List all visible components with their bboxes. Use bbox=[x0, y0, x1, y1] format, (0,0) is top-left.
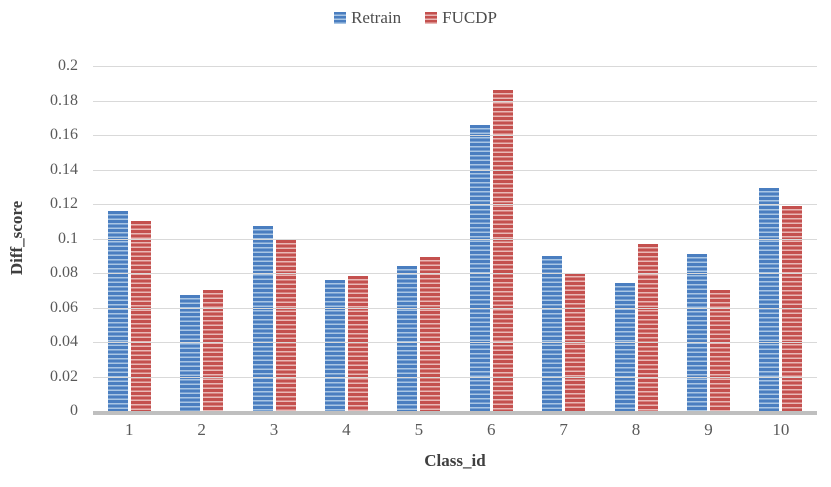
y-axis-tick-label: 0.04 bbox=[50, 333, 78, 350]
y-axis-labels: 0.2 0.18 0.16 0.14 0.12 0.1 0.08 0.06 0.04 0.02 0 bbox=[0, 57, 86, 419]
x-axis-category-label: 2 bbox=[197, 420, 206, 439]
bar-fucdp bbox=[347, 276, 368, 411]
bar-retrain bbox=[686, 254, 707, 411]
legend-item-retrain: Retrain bbox=[334, 8, 401, 28]
bar-fucdp bbox=[492, 90, 513, 411]
x-axis-category-label: 4 bbox=[342, 420, 351, 439]
y-axis-tick-label: 0.14 bbox=[50, 160, 78, 178]
bar-group bbox=[672, 66, 744, 411]
legend-label-fucdp: FUCDP bbox=[442, 8, 497, 27]
plot-area bbox=[93, 66, 817, 415]
gridline bbox=[93, 66, 817, 67]
y-axis-tick-label: 0.2 bbox=[58, 57, 78, 74]
bar-retrain bbox=[397, 266, 418, 411]
bar-retrain bbox=[759, 188, 780, 411]
x-axis-labels: 1 2 3 4 5 6 7 8 9 10 bbox=[93, 420, 817, 440]
gridline bbox=[93, 307, 817, 309]
legend-swatch-fucdp-icon bbox=[425, 12, 438, 24]
y-axis-tick-label: 0.02 bbox=[50, 367, 78, 385]
x-axis-category-label: 1 bbox=[124, 420, 134, 439]
bar-group bbox=[165, 66, 237, 411]
y-axis-tick-label: 0.06 bbox=[50, 298, 78, 316]
y-axis-tick-label: 0.1 bbox=[58, 229, 78, 247]
bar-group bbox=[745, 66, 817, 411]
x-axis-category-label: 3 bbox=[269, 420, 279, 439]
legend: Retrain FUCDP bbox=[0, 8, 831, 28]
bar-group bbox=[383, 66, 455, 411]
x-axis-category-label: 7 bbox=[559, 420, 568, 439]
bar-fucdp bbox=[203, 290, 224, 411]
gridline bbox=[93, 376, 817, 378]
x-axis-category-label: 9 bbox=[704, 420, 713, 439]
y-axis-tick-label: 0.18 bbox=[50, 91, 78, 109]
bar-fucdp bbox=[709, 290, 730, 411]
bar-retrain bbox=[469, 124, 490, 411]
bar-fucdp bbox=[130, 221, 151, 411]
y-axis-tick-label: 0.12 bbox=[50, 195, 78, 212]
bar-fucdp bbox=[275, 240, 296, 411]
bar-group bbox=[600, 66, 672, 411]
x-axis-category-label: 10 bbox=[772, 420, 790, 439]
bar-retrain bbox=[542, 255, 563, 411]
x-axis-title: Class_id bbox=[424, 451, 486, 470]
gridline bbox=[93, 273, 817, 274]
gridline bbox=[93, 169, 817, 171]
bar-fucdp bbox=[637, 243, 658, 411]
bar-retrain bbox=[324, 279, 345, 411]
x-axis-category-label: 6 bbox=[486, 420, 496, 439]
bar-retrain bbox=[252, 226, 273, 411]
gridline bbox=[93, 342, 817, 343]
gridline bbox=[93, 100, 817, 102]
bar-fucdp bbox=[420, 257, 441, 411]
gridline bbox=[93, 135, 817, 136]
y-axis-tick-label: 0.16 bbox=[50, 126, 78, 143]
x-axis-category-label: 8 bbox=[631, 420, 641, 439]
gridline bbox=[93, 238, 817, 240]
bar-group bbox=[238, 66, 310, 411]
bar-retrain bbox=[614, 283, 635, 411]
legend-item-fucdp: FUCDP bbox=[425, 8, 497, 28]
bar-retrain bbox=[180, 295, 201, 411]
gridline bbox=[93, 204, 817, 205]
y-axis-tick-label: 0 bbox=[70, 402, 78, 419]
x-axis-category-label: 5 bbox=[414, 420, 424, 439]
bar-group bbox=[93, 66, 165, 411]
y-axis-tick-label: 0.08 bbox=[50, 264, 78, 281]
legend-label-retrain: Retrain bbox=[351, 8, 402, 27]
bar-retrain bbox=[107, 210, 128, 411]
legend-swatch-retrain-icon bbox=[334, 12, 347, 24]
